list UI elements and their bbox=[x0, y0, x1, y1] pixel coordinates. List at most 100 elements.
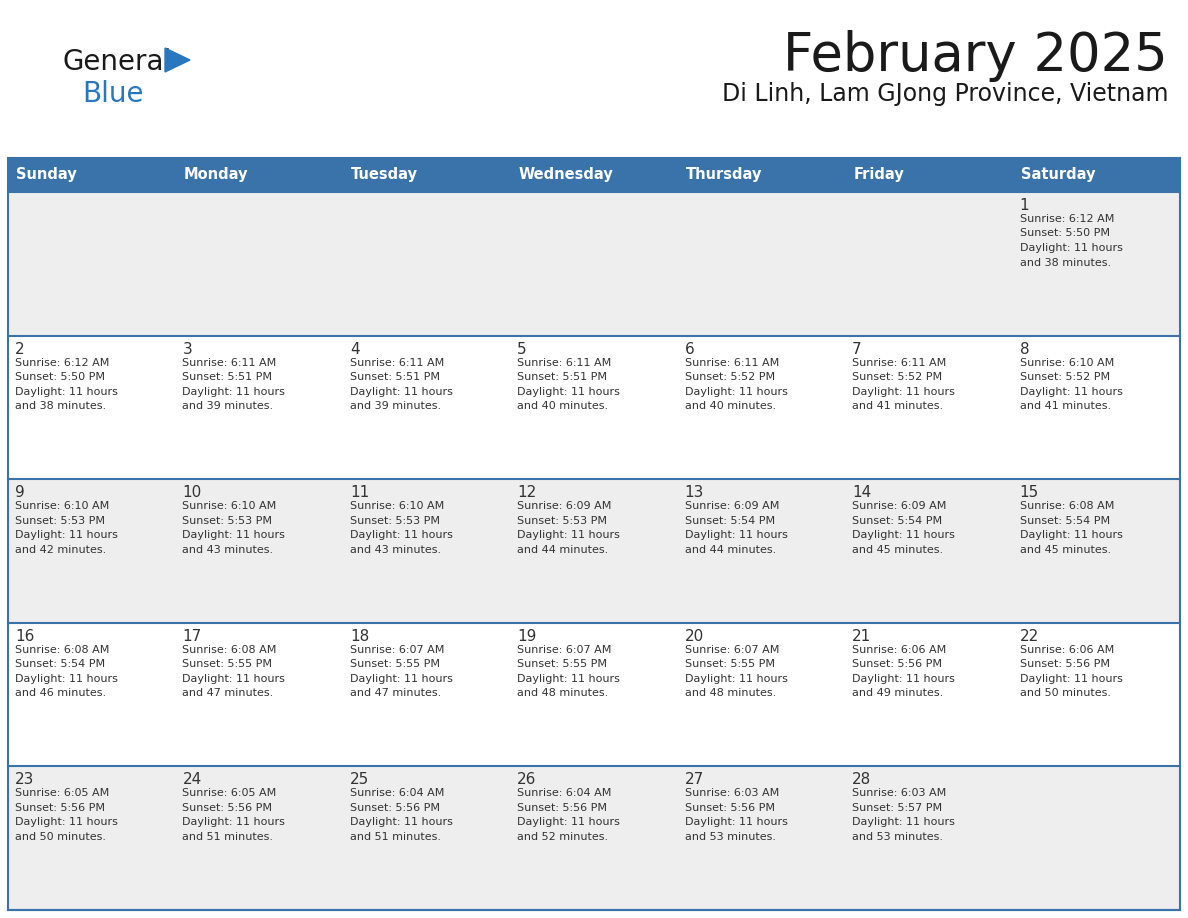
Text: and 39 minutes.: and 39 minutes. bbox=[349, 401, 441, 411]
Bar bbox=[1012, 192, 1180, 336]
Text: Di Linh, Lam GJong Province, Vietnam: Di Linh, Lam GJong Province, Vietnam bbox=[721, 82, 1168, 106]
Text: 22: 22 bbox=[1019, 629, 1038, 644]
Text: and 50 minutes.: and 50 minutes. bbox=[1019, 688, 1111, 699]
Text: Sunrise: 6:11 AM: Sunrise: 6:11 AM bbox=[517, 358, 612, 367]
Bar bbox=[1012, 336, 1180, 479]
Text: 19: 19 bbox=[517, 629, 537, 644]
Bar bbox=[343, 336, 511, 479]
Text: 24: 24 bbox=[183, 772, 202, 788]
Text: Sunset: 5:50 PM: Sunset: 5:50 PM bbox=[1019, 229, 1110, 239]
Text: and 45 minutes.: and 45 minutes. bbox=[1019, 544, 1111, 554]
Text: Tuesday: Tuesday bbox=[350, 167, 418, 183]
Text: 9: 9 bbox=[15, 486, 25, 500]
Text: Daylight: 11 hours: Daylight: 11 hours bbox=[15, 674, 118, 684]
Text: General: General bbox=[62, 48, 171, 76]
Text: Sunset: 5:56 PM: Sunset: 5:56 PM bbox=[15, 803, 105, 813]
Text: Daylight: 11 hours: Daylight: 11 hours bbox=[1019, 243, 1123, 253]
Text: Daylight: 11 hours: Daylight: 11 hours bbox=[349, 674, 453, 684]
Text: and 44 minutes.: and 44 minutes. bbox=[517, 544, 608, 554]
Text: and 40 minutes.: and 40 minutes. bbox=[684, 401, 776, 411]
Text: Sunrise: 6:08 AM: Sunrise: 6:08 AM bbox=[1019, 501, 1114, 511]
Text: 26: 26 bbox=[517, 772, 537, 788]
Text: Sunrise: 6:12 AM: Sunrise: 6:12 AM bbox=[1019, 214, 1114, 224]
Text: and 39 minutes.: and 39 minutes. bbox=[183, 401, 273, 411]
Bar bbox=[8, 158, 1180, 910]
Text: 1: 1 bbox=[1019, 198, 1029, 213]
Text: Daylight: 11 hours: Daylight: 11 hours bbox=[15, 386, 118, 397]
Bar bbox=[677, 767, 845, 910]
Bar bbox=[1012, 158, 1180, 192]
Text: 11: 11 bbox=[349, 486, 369, 500]
Text: 4: 4 bbox=[349, 341, 360, 356]
Text: 3: 3 bbox=[183, 341, 192, 356]
Bar bbox=[343, 158, 511, 192]
Text: and 41 minutes.: and 41 minutes. bbox=[1019, 401, 1111, 411]
Bar bbox=[677, 158, 845, 192]
Text: and 49 minutes.: and 49 minutes. bbox=[852, 688, 943, 699]
Text: Sunset: 5:56 PM: Sunset: 5:56 PM bbox=[183, 803, 272, 813]
Text: Sunrise: 6:07 AM: Sunrise: 6:07 AM bbox=[517, 644, 612, 655]
Polygon shape bbox=[165, 48, 190, 72]
Text: 10: 10 bbox=[183, 486, 202, 500]
Text: Daylight: 11 hours: Daylight: 11 hours bbox=[183, 817, 285, 827]
Text: Sunset: 5:52 PM: Sunset: 5:52 PM bbox=[852, 372, 942, 382]
Text: Sunrise: 6:04 AM: Sunrise: 6:04 AM bbox=[517, 789, 612, 799]
Text: and 40 minutes.: and 40 minutes. bbox=[517, 401, 608, 411]
Text: February 2025: February 2025 bbox=[783, 30, 1168, 82]
Bar bbox=[677, 336, 845, 479]
Text: and 43 minutes.: and 43 minutes. bbox=[349, 544, 441, 554]
Text: Sunset: 5:53 PM: Sunset: 5:53 PM bbox=[183, 516, 272, 526]
Text: Sunrise: 6:11 AM: Sunrise: 6:11 AM bbox=[684, 358, 779, 367]
Bar bbox=[343, 479, 511, 622]
Text: Daylight: 11 hours: Daylight: 11 hours bbox=[349, 531, 453, 540]
Text: 6: 6 bbox=[684, 341, 695, 356]
Text: 28: 28 bbox=[852, 772, 871, 788]
Text: and 47 minutes.: and 47 minutes. bbox=[349, 688, 441, 699]
Text: Daylight: 11 hours: Daylight: 11 hours bbox=[517, 531, 620, 540]
Text: Daylight: 11 hours: Daylight: 11 hours bbox=[15, 531, 118, 540]
Text: Sunset: 5:55 PM: Sunset: 5:55 PM bbox=[517, 659, 607, 669]
Text: and 38 minutes.: and 38 minutes. bbox=[1019, 258, 1111, 267]
Bar bbox=[511, 479, 677, 622]
Text: Sunset: 5:51 PM: Sunset: 5:51 PM bbox=[349, 372, 440, 382]
Text: Sunrise: 6:10 AM: Sunrise: 6:10 AM bbox=[15, 501, 109, 511]
Text: and 51 minutes.: and 51 minutes. bbox=[183, 832, 273, 842]
Text: Daylight: 11 hours: Daylight: 11 hours bbox=[684, 817, 788, 827]
Text: 21: 21 bbox=[852, 629, 871, 644]
Text: Sunrise: 6:05 AM: Sunrise: 6:05 AM bbox=[15, 789, 109, 799]
Text: Sunset: 5:55 PM: Sunset: 5:55 PM bbox=[684, 659, 775, 669]
Text: Sunrise: 6:09 AM: Sunrise: 6:09 AM bbox=[517, 501, 612, 511]
Text: 18: 18 bbox=[349, 629, 369, 644]
Text: Sunset: 5:51 PM: Sunset: 5:51 PM bbox=[183, 372, 272, 382]
Text: Sunset: 5:53 PM: Sunset: 5:53 PM bbox=[15, 516, 105, 526]
Text: Daylight: 11 hours: Daylight: 11 hours bbox=[349, 817, 453, 827]
Text: and 47 minutes.: and 47 minutes. bbox=[183, 688, 273, 699]
Bar bbox=[845, 767, 1012, 910]
Text: Sunrise: 6:12 AM: Sunrise: 6:12 AM bbox=[15, 358, 109, 367]
Bar bbox=[677, 479, 845, 622]
Text: Sunset: 5:57 PM: Sunset: 5:57 PM bbox=[852, 803, 942, 813]
Text: Daylight: 11 hours: Daylight: 11 hours bbox=[517, 386, 620, 397]
Text: and 46 minutes.: and 46 minutes. bbox=[15, 688, 106, 699]
Text: 17: 17 bbox=[183, 629, 202, 644]
Text: Sunday: Sunday bbox=[15, 167, 77, 183]
Text: and 45 minutes.: and 45 minutes. bbox=[852, 544, 943, 554]
Text: Daylight: 11 hours: Daylight: 11 hours bbox=[852, 386, 955, 397]
Text: Daylight: 11 hours: Daylight: 11 hours bbox=[183, 386, 285, 397]
Text: 13: 13 bbox=[684, 486, 704, 500]
Text: 7: 7 bbox=[852, 341, 861, 356]
Text: and 48 minutes.: and 48 minutes. bbox=[684, 688, 776, 699]
Text: Sunset: 5:55 PM: Sunset: 5:55 PM bbox=[349, 659, 440, 669]
Text: and 48 minutes.: and 48 minutes. bbox=[517, 688, 608, 699]
Text: Sunset: 5:52 PM: Sunset: 5:52 PM bbox=[684, 372, 775, 382]
Text: Friday: Friday bbox=[853, 167, 904, 183]
Bar bbox=[845, 158, 1012, 192]
Text: and 52 minutes.: and 52 minutes. bbox=[517, 832, 608, 842]
Text: and 53 minutes.: and 53 minutes. bbox=[852, 832, 943, 842]
Text: Sunset: 5:54 PM: Sunset: 5:54 PM bbox=[1019, 516, 1110, 526]
Text: 5: 5 bbox=[517, 341, 527, 356]
Bar bbox=[176, 767, 343, 910]
Text: Monday: Monday bbox=[183, 167, 248, 183]
Bar bbox=[8, 192, 176, 336]
Bar bbox=[8, 158, 176, 192]
